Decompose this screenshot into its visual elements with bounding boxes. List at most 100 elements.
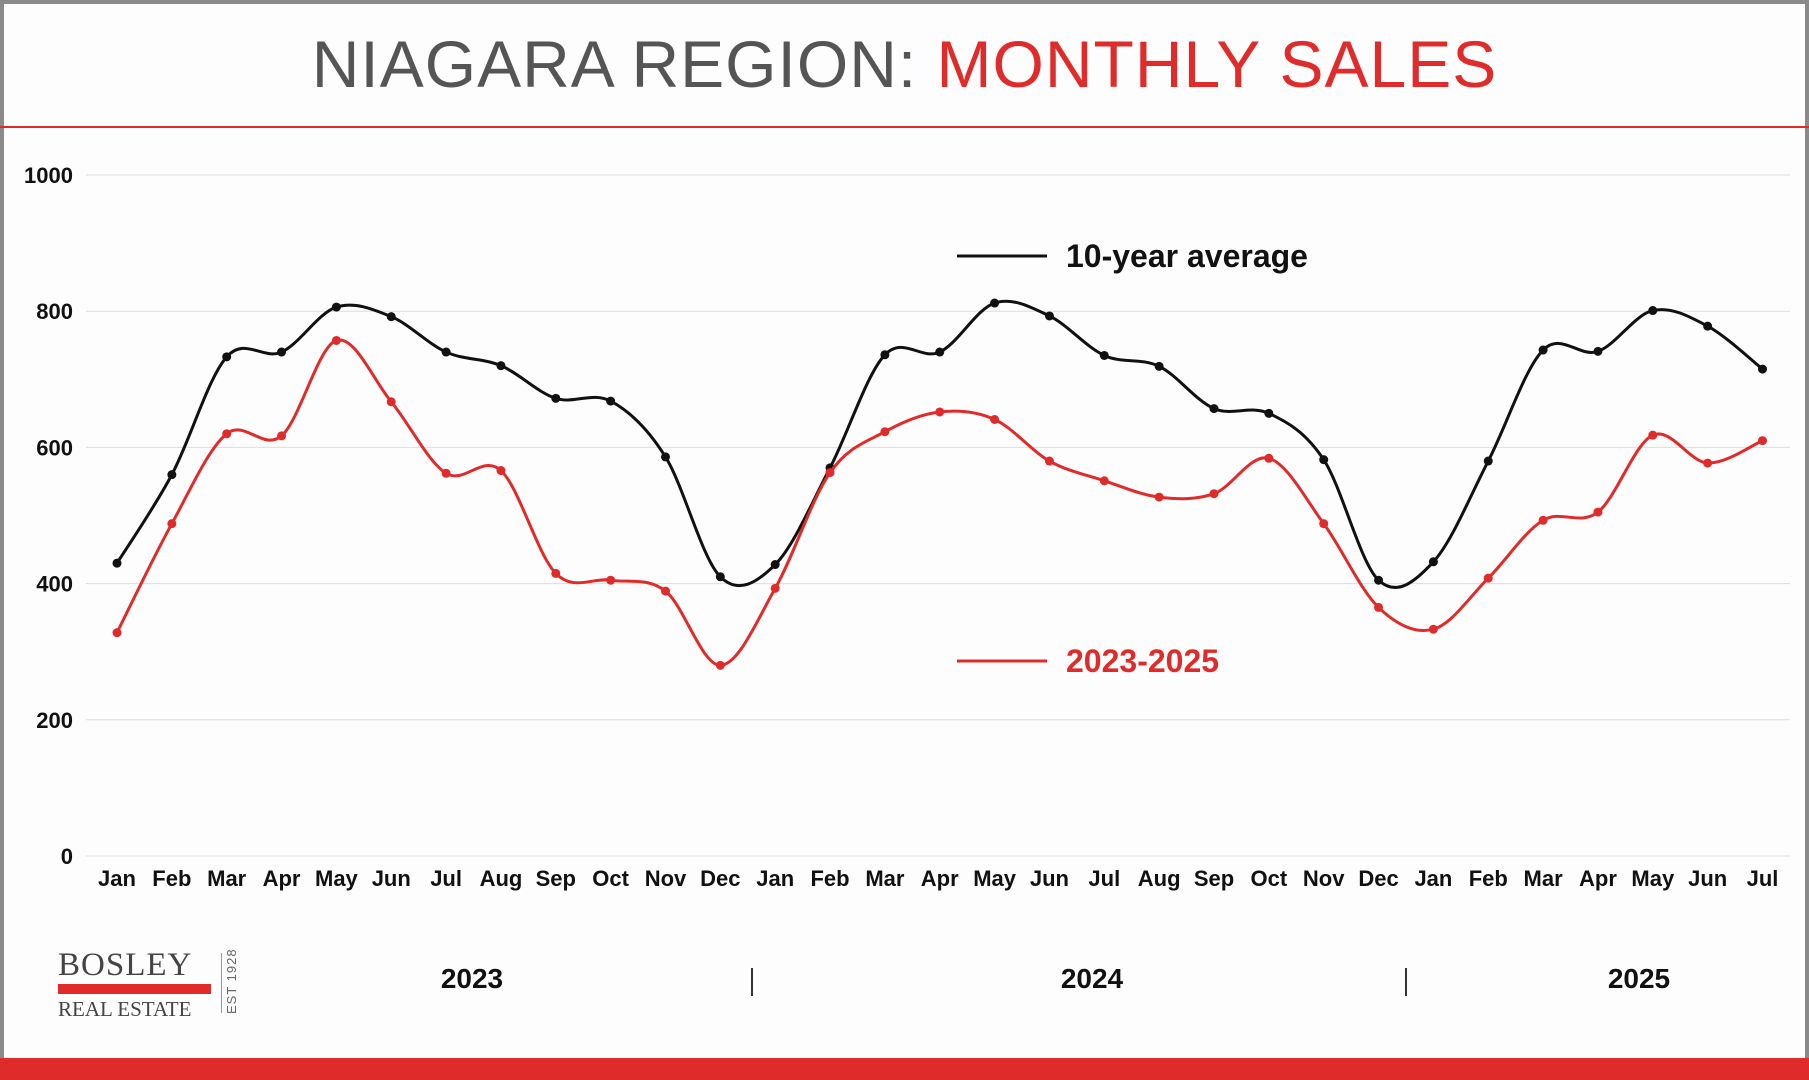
page-title: NIAGARA REGION: MONTHLY SALES	[0, 0, 1809, 128]
legend: 10-year average 2023-2025	[957, 238, 1308, 679]
data-point	[112, 558, 122, 568]
data-point	[1044, 456, 1054, 466]
data-point	[770, 560, 780, 570]
data-point	[1374, 575, 1384, 585]
title-region: NIAGARA REGION:	[311, 27, 937, 101]
data-point	[1703, 458, 1713, 468]
series-layer	[112, 298, 1767, 670]
x-tick-label: May	[973, 866, 1017, 891]
x-tick-label: Apr	[263, 866, 301, 891]
y-tick-label: 600	[36, 435, 73, 460]
x-tick-label: Aug	[1138, 866, 1181, 891]
data-point	[880, 427, 890, 437]
logo-divider	[221, 953, 222, 1013]
x-tick-label: Jul	[1747, 866, 1779, 891]
data-point	[1648, 430, 1658, 440]
x-tick-label: Oct	[592, 866, 629, 891]
data-point	[1154, 361, 1164, 371]
series-2023-2025	[112, 335, 1767, 670]
data-point	[661, 452, 670, 462]
x-tick-label: Jan	[98, 866, 136, 891]
x-axis: Jan Feb Mar Apr May Jun Jul Aug Sep Oct Nov Dec Jan F…	[98, 866, 1778, 891]
data-point	[1593, 346, 1603, 356]
data-point	[1154, 492, 1164, 502]
x-tick-label: May	[1631, 866, 1675, 891]
series-10-year-average	[112, 298, 1767, 589]
data-point	[1428, 557, 1438, 567]
x-tick-label: Apr	[921, 866, 959, 891]
y-axis: 0 200 400 600 800 1000	[24, 163, 73, 869]
data-point	[496, 466, 506, 476]
data-point	[1593, 507, 1603, 517]
legend-label: 10-year average	[1066, 238, 1308, 274]
data-point	[331, 335, 341, 345]
x-tick-label: Feb	[810, 866, 849, 891]
data-point	[1428, 624, 1438, 634]
x-tick-label: Nov	[645, 866, 687, 891]
data-point	[606, 575, 616, 585]
data-point	[1319, 519, 1329, 529]
data-point	[990, 414, 1000, 424]
x-tick-label: Jul	[430, 866, 462, 891]
data-point	[1374, 602, 1384, 612]
data-point	[1209, 489, 1219, 499]
data-point	[1209, 404, 1219, 414]
y-tick-label: 200	[36, 708, 73, 733]
x-tick-label: Oct	[1251, 866, 1288, 891]
data-point	[935, 347, 945, 357]
y-tick-label: 1000	[24, 163, 73, 188]
x-tick-label: Jun	[1688, 866, 1727, 891]
data-point	[1319, 455, 1329, 465]
legend-label: 2023-2025	[1066, 643, 1219, 679]
data-point	[441, 347, 451, 357]
year-label: 2025	[1608, 963, 1670, 994]
title-metric: MONTHLY SALES	[936, 27, 1498, 101]
data-point	[1648, 306, 1658, 316]
x-tick-label: Mar	[1524, 866, 1564, 891]
logo-brand: BOSLEY	[58, 947, 193, 983]
data-point	[277, 347, 287, 357]
logo-subtitle: REAL ESTATE	[58, 997, 192, 1021]
data-point	[880, 350, 890, 360]
data-point	[825, 468, 835, 478]
data-point	[1483, 456, 1493, 466]
data-point	[551, 568, 561, 578]
x-tick-label: Jun	[372, 866, 411, 891]
x-tick-label: Nov	[1303, 866, 1345, 891]
data-point	[386, 397, 396, 407]
data-point	[1264, 453, 1274, 463]
bottom-accent-bar	[0, 1058, 1809, 1080]
x-tick-label: Dec	[700, 866, 740, 891]
x-tick-label: Feb	[152, 866, 191, 891]
x-tick-label: Jul	[1088, 866, 1120, 891]
x-tick-label: Sep	[1194, 866, 1234, 891]
year-label: 2024	[1061, 963, 1124, 994]
header: NIAGARA REGION: MONTHLY SALES	[0, 0, 1809, 128]
data-point	[715, 660, 725, 670]
x-tick-label: Mar	[865, 866, 905, 891]
data-point	[1538, 345, 1548, 355]
data-point	[1703, 321, 1713, 331]
data-point	[1044, 311, 1054, 321]
x-tick-label: May	[315, 866, 359, 891]
data-point	[935, 407, 945, 417]
data-point	[1758, 364, 1767, 374]
year-label: 2023	[441, 963, 503, 994]
data-point	[715, 572, 725, 582]
data-point	[551, 393, 561, 403]
data-point	[1099, 350, 1109, 360]
x-tick-label: Jan	[1414, 866, 1452, 891]
y-tick-label: 0	[61, 844, 73, 869]
data-point	[661, 586, 670, 596]
y-tick-label: 400	[36, 572, 73, 597]
x-tick-label: Jan	[756, 866, 794, 891]
x-tick-label: Sep	[536, 866, 576, 891]
data-point	[112, 628, 122, 638]
logo-bar	[58, 984, 211, 994]
data-point	[441, 468, 451, 478]
x-tick-label: Jun	[1030, 866, 1069, 891]
x-tick-label: Dec	[1358, 866, 1398, 891]
grid-lines	[86, 174, 1790, 857]
x-tick-label: Feb	[1469, 866, 1508, 891]
